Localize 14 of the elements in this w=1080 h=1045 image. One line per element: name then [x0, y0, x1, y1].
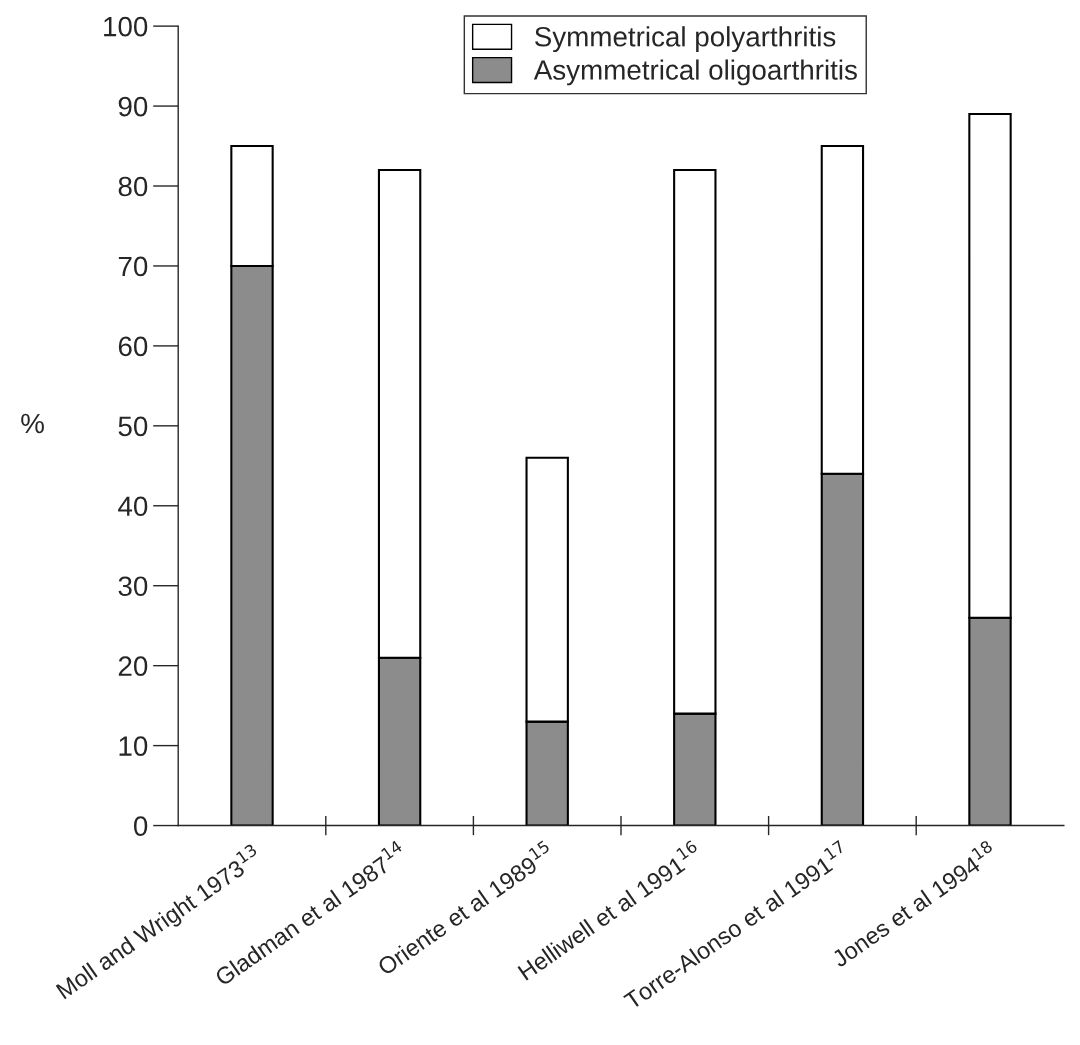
y-tick-label: 40 [118, 496, 148, 517]
y-tick-label: 0 [133, 816, 148, 836]
y-tick-label: 70 [118, 256, 148, 277]
y-tick-label: 20 [118, 656, 148, 676]
legend-label: Asymmetrical oligoarthritis [533, 59, 857, 86]
y-tick-label: 100 [104, 16, 148, 37]
y-tick-label: 50 [118, 416, 148, 437]
y-tick-label: 30 [118, 576, 148, 597]
y-tick-label: 10 [119, 736, 148, 756]
y-tick-label: 60 [118, 336, 148, 357]
legend-label: Symmetrical polyarthritis [535, 26, 836, 53]
y-axis-title: % [21, 413, 44, 434]
y-tick-label: 80 [118, 176, 148, 197]
y-tick-label: 90 [118, 96, 148, 117]
